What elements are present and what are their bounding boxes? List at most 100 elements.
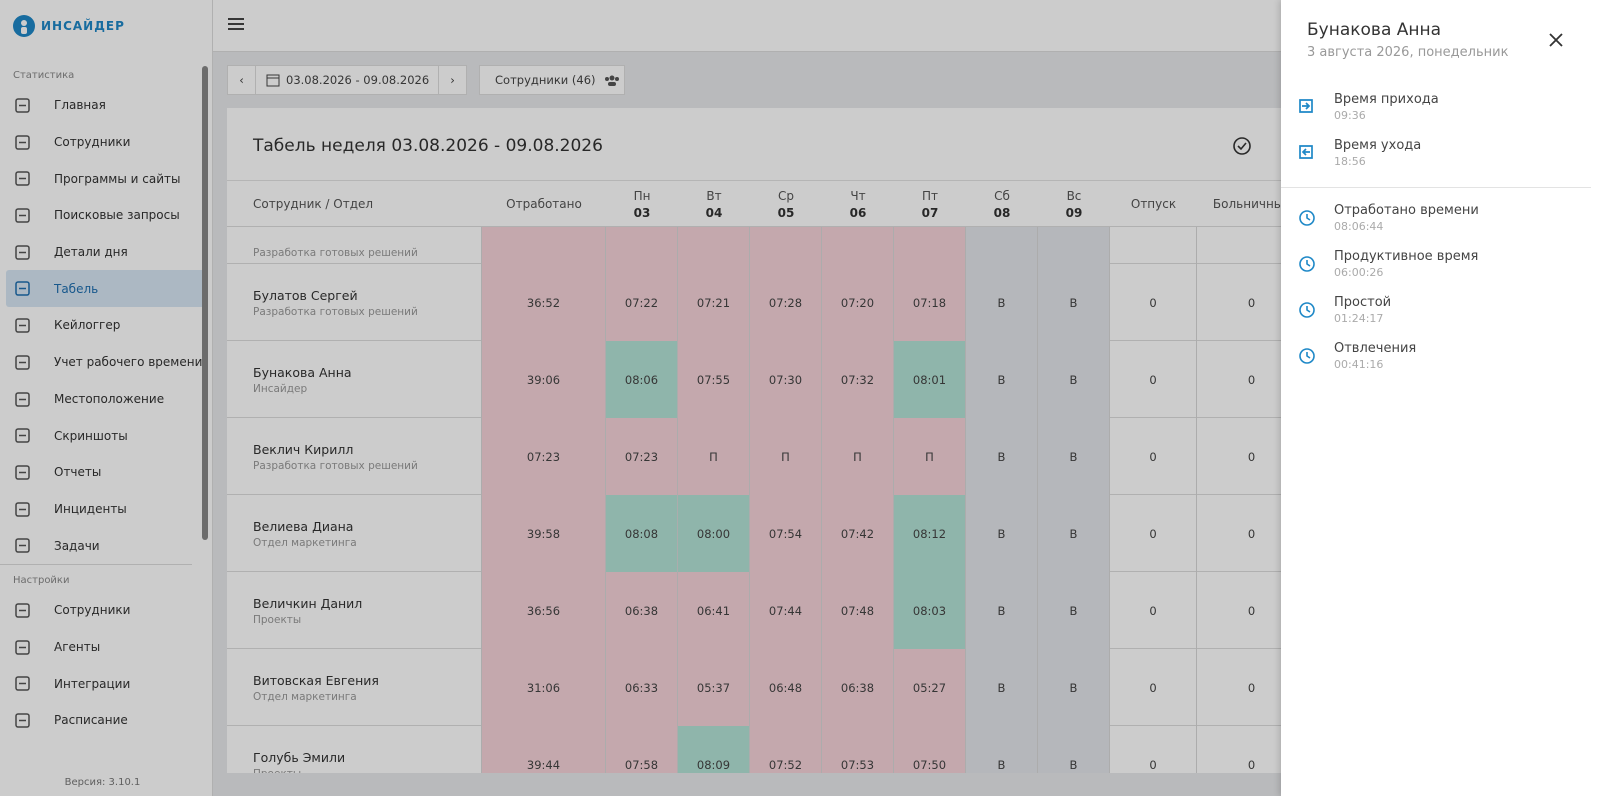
table-cell: В <box>966 341 1038 418</box>
table-row[interactable]: Велиева Диана Отдел маркетинга 39:58 08:08 0… <box>227 495 1587 572</box>
table-row[interactable]: Веклич Кирилл Разработка готовых решений 0… <box>227 418 1587 495</box>
nav-item[interactable]: Главная <box>6 87 206 124</box>
employee-dept: Проекты <box>253 613 302 626</box>
column-label: Пн <box>633 188 651 203</box>
icon <box>15 603 30 618</box>
nav-label: Расписание <box>54 713 128 728</box>
table-cell <box>678 227 750 264</box>
table-cell: 36:56 <box>482 572 606 649</box>
table-cell: 08:12 <box>894 495 966 572</box>
panel-name: Бунакова Анна <box>1307 20 1442 40</box>
table-cell: В <box>1038 418 1110 495</box>
table-cell <box>750 227 822 264</box>
column-label: Вс <box>1066 188 1082 203</box>
column-header: Отпуск <box>1110 181 1197 228</box>
table-cell: 0 <box>1110 264 1197 341</box>
table-cell: 0 <box>1110 572 1197 649</box>
nav: Статистика Главная Сотрудники Программы и с… <box>0 52 212 739</box>
nav-item[interactable]: Задачи <box>6 527 206 564</box>
icon <box>15 318 30 333</box>
table-cell: В <box>966 418 1038 495</box>
timesheet-title: Табель неделя 03.08.2026 - 09.08.2026 <box>253 136 603 156</box>
panel-label: Время прихода <box>1334 92 1439 107</box>
table-row[interactable]: Бунакова Анна Инсайдер 39:06 08:06 07:55 07:3… <box>227 341 1587 418</box>
nav-item[interactable]: Расписание <box>6 702 206 739</box>
table-row[interactable]: Величкин Данил Проекты 36:56 06:38 06:41 07:4… <box>227 572 1587 649</box>
table-cell: 05:37 <box>678 649 750 726</box>
nav-item[interactable]: Учет рабочего времени <box>6 344 206 381</box>
nav-item[interactable]: Программы и сайты <box>6 160 206 197</box>
panel-group: Время прихода 09:36 Время ухода 18:56 <box>1281 77 1591 187</box>
nav-item[interactable]: Скриншоты <box>6 417 206 454</box>
panel-item: Время прихода 09:36 <box>1281 89 1591 135</box>
nav-item[interactable]: Агенты <box>6 629 206 666</box>
sidebar: ИНСАЙДЕР Статистика Главная Сотрудники Прог… <box>0 0 213 796</box>
section-title: Настройки <box>0 563 192 592</box>
employee-dept: Разработка готовых решений <box>253 247 418 259</box>
nav-item[interactable]: Интеграции <box>6 665 206 702</box>
nav-item[interactable]: Местоположение <box>6 381 206 418</box>
prev-button[interactable]: ‹ <box>228 66 256 94</box>
panel-label: Простой <box>1334 295 1392 310</box>
panel-value: 01:24:17 <box>1334 312 1384 325</box>
column-header: Ср 05 <box>750 181 822 228</box>
panel-icon <box>1299 145 1313 159</box>
table-cell: 08:09 <box>678 726 750 773</box>
column-day: 06 <box>849 205 867 220</box>
column-header: Пн 03 <box>606 181 678 228</box>
date-picker: ‹ 03.08.2026 - 09.08.2026 › <box>227 65 467 95</box>
nav-item[interactable]: Табель <box>6 270 206 308</box>
panel-date: 3 августа 2026, понедельник <box>1307 45 1509 60</box>
table-row[interactable]: Булатов Сергей Разработка готовых решений… <box>227 264 1587 341</box>
employee-cell: Бунакова Анна Инсайдер <box>227 341 482 418</box>
table-row[interactable]: Витовская Евгения Отдел маркетинга 31:06 06… <box>227 649 1587 726</box>
close-button[interactable] <box>1549 33 1563 47</box>
table-row[interactable]: Голубь ЭмилиПроекты39:4407:5808:0907:520… <box>227 726 1587 773</box>
table-cell: 07:44 <box>750 572 822 649</box>
column-header: Сотрудник / Отдел <box>227 181 482 228</box>
nav-item[interactable]: Инциденты <box>6 491 206 528</box>
table-cell: В <box>1038 726 1110 773</box>
table-cell: 0 <box>1110 418 1197 495</box>
table-cell: 0 <box>1110 341 1197 418</box>
logo: ИНСАЙДЕР <box>0 0 212 52</box>
nav-item[interactable]: Кейлоггер <box>6 307 206 344</box>
table-cell: 31:06 <box>482 649 606 726</box>
employee-name: Булатов Сергей <box>253 287 358 303</box>
nav-item[interactable]: Сотрудники <box>6 592 206 629</box>
panel-value: 09:36 <box>1334 109 1366 122</box>
table-cell: 07:22 <box>606 264 678 341</box>
table-cell: 07:50 <box>894 726 966 773</box>
icon <box>15 98 30 113</box>
table-cell: В <box>1038 341 1110 418</box>
scrollbar <box>202 66 208 540</box>
nav-item[interactable]: Сотрудники <box>6 124 206 161</box>
table-row[interactable]: Разработка готовых решений <box>227 227 1587 264</box>
employees-label: Сотрудники (46) <box>495 73 596 87</box>
table-cell: 07:32 <box>822 341 894 418</box>
column-header: Чт 06 <box>822 181 894 228</box>
table-cell <box>1110 227 1197 264</box>
employee-dept: Отдел маркетинга <box>253 536 357 549</box>
panel-icon <box>1299 99 1313 113</box>
icon <box>15 134 30 150</box>
table-cell: В <box>1038 572 1110 649</box>
column-header: Больничный <box>1197 181 1307 228</box>
table-cell: 07:30 <box>750 341 822 418</box>
nav-label: Агенты <box>54 639 101 654</box>
nav-label: Программы и сайты <box>54 171 181 186</box>
nav-item[interactable]: Детали дня <box>6 234 206 271</box>
table-cell: 0 <box>1110 649 1197 726</box>
next-button[interactable]: › <box>438 66 466 94</box>
confirm-button[interactable] <box>1232 136 1252 156</box>
employee-cell: Величкин Данил Проекты <box>227 572 482 649</box>
date-range[interactable]: 03.08.2026 - 09.08.2026 <box>286 73 430 87</box>
table-cell: 08:06 <box>606 341 678 418</box>
table-cell: В <box>1038 495 1110 572</box>
table-cell: 08:01 <box>894 341 966 418</box>
employees-filter[interactable]: Сотрудники (46) <box>479 65 625 95</box>
nav-item[interactable]: Поисковые запросы <box>6 197 206 234</box>
menu-button[interactable] <box>228 17 246 31</box>
nav-item[interactable]: Отчеты <box>6 454 206 491</box>
panel-value: 06:00:26 <box>1334 266 1384 279</box>
